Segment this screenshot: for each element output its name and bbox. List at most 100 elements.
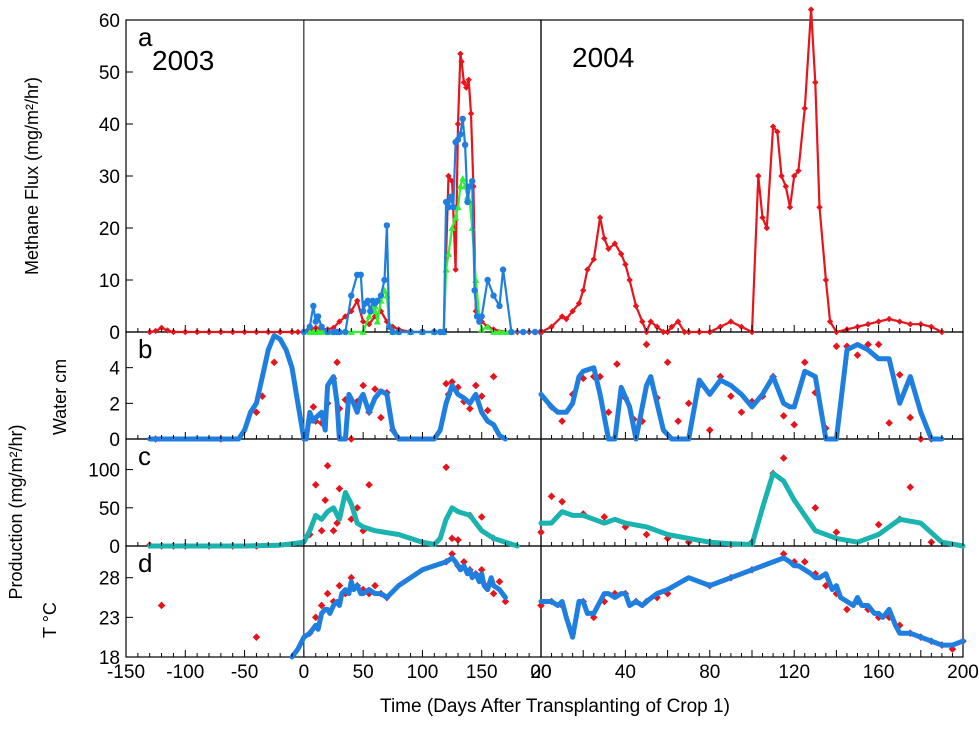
panel-a-2003-red-point bbox=[294, 328, 302, 336]
panel-d-ytick-label: 23 bbox=[99, 608, 120, 629]
panel-a-2003-blue-point bbox=[348, 292, 355, 299]
panel-d-2003-red-point bbox=[317, 601, 326, 610]
panel-b-2004-red-point bbox=[604, 408, 613, 417]
panel-b-2003-red-point bbox=[483, 406, 492, 415]
panel-a-2003-blue-point bbox=[374, 297, 381, 304]
panel-a-2003-blue-point bbox=[450, 204, 457, 211]
panel-a-2003-blue-point bbox=[473, 313, 481, 320]
panel-a-2004-red-point bbox=[826, 318, 834, 325]
panel-d-2003-red-point bbox=[477, 565, 486, 574]
panel-a-2004-red-point bbox=[786, 204, 794, 211]
panel-b-2004-red-point bbox=[558, 417, 566, 425]
panel-b-ytick-label: 4 bbox=[109, 359, 120, 380]
panel-a-2003-blue-point bbox=[442, 198, 450, 206]
panel-c-letter: c bbox=[138, 441, 151, 471]
panel-a-2003-blue-point bbox=[314, 313, 322, 320]
xtick-label-2003: 50 bbox=[353, 662, 374, 683]
panel-b-2004-red-point bbox=[885, 419, 893, 427]
panel-a-2003-blue-point bbox=[310, 302, 317, 310]
xtick-label-2003: 150 bbox=[466, 662, 498, 683]
panel-a-2004-red-point bbox=[639, 318, 646, 325]
panel-c-2003-red-point bbox=[333, 519, 341, 527]
panel-d-2004-red-point bbox=[779, 550, 788, 558]
panel-a-2003-green-point bbox=[444, 250, 453, 257]
panel-b-2003-red-point bbox=[377, 413, 385, 422]
panel-a-2003-blue-point bbox=[469, 178, 476, 185]
panel-a-2004-red-point bbox=[801, 105, 808, 112]
panel-c-2004-red-point bbox=[906, 483, 915, 491]
panel-a-2003-blue-point bbox=[359, 308, 367, 315]
panel-a-2004-red-point bbox=[795, 167, 802, 174]
panel-d-2004-blue-line bbox=[538, 555, 966, 648]
panel-b-2003-red-point bbox=[489, 372, 498, 381]
panel-a-2003-red-point bbox=[336, 318, 343, 325]
panel-b-2004-red-point bbox=[663, 358, 672, 367]
panel-a-2004-red-point bbox=[822, 276, 830, 284]
panel-a-2003-blue-point bbox=[531, 328, 539, 336]
panel-a-2004-red-point bbox=[605, 245, 612, 252]
panel-a-2004-red-point bbox=[816, 204, 823, 211]
panel-d-2003-red-point bbox=[311, 613, 320, 622]
panel-a-2003-blue-point bbox=[357, 271, 364, 278]
panel-b-ytick-label: 0 bbox=[109, 430, 120, 451]
panel-c-2003-red-point bbox=[335, 484, 344, 493]
panel-c-2004-red-point bbox=[558, 497, 566, 506]
panel-b-2004-red-point bbox=[832, 342, 841, 351]
panel-a-2003-green-point bbox=[365, 312, 373, 320]
panel-a-ylabel: Methane Flux (mg/m²/hr) bbox=[22, 77, 42, 275]
xtick-label-2004: 160 bbox=[863, 662, 895, 683]
panel-c-2003-red-point bbox=[323, 461, 332, 470]
panel-a-2003-green-point bbox=[484, 323, 492, 330]
panel-a-2003-green-point bbox=[442, 266, 450, 273]
panel-a-2003-blue-point bbox=[499, 266, 507, 273]
panel-a-2004-red-point bbox=[668, 323, 676, 330]
panel-c-2004-red-point bbox=[811, 503, 820, 512]
panel-a-2003-blue-point bbox=[484, 276, 491, 284]
panel-a-ytick-label: 10 bbox=[99, 271, 120, 292]
panel-b-2003-red-point bbox=[309, 403, 318, 411]
panel-a-2003-blue-point bbox=[386, 323, 393, 330]
panel-a-2003-red-point bbox=[458, 58, 465, 65]
panel-c-2003-red-point bbox=[317, 526, 326, 535]
panel-a-2004-red-point bbox=[660, 328, 667, 336]
panel-b-2003-red-point bbox=[359, 381, 367, 390]
panel-b-2004-red-point bbox=[800, 358, 809, 367]
panel-d-ytick-label: 28 bbox=[99, 569, 120, 590]
panel-b-2003-red-point bbox=[333, 358, 341, 367]
panel-a-2003-red-point bbox=[164, 327, 171, 334]
panel-a-2003-blue-point bbox=[471, 287, 478, 294]
panel-a-2004-red-point bbox=[622, 261, 629, 268]
panel-a-2004-red-point bbox=[584, 266, 591, 273]
panel-a-2003-blue-point bbox=[478, 313, 485, 320]
panel-a-2003-blue-point bbox=[440, 328, 447, 336]
panel-c-2004-red-point bbox=[874, 520, 883, 529]
panel-a-2003-blue-point bbox=[466, 183, 474, 190]
panel-d-2003-red-point bbox=[157, 601, 166, 610]
panel-a-2004-red-point bbox=[727, 318, 735, 325]
panel-a-2004-red-point bbox=[563, 315, 570, 323]
panel-b-2004-red-point bbox=[727, 392, 735, 400]
panel-a-2004-red-point bbox=[580, 287, 587, 294]
panel-b-2004-red-point bbox=[790, 420, 798, 429]
panel-a-2003-red-point bbox=[463, 84, 470, 91]
xtick-label-2004: 00 bbox=[530, 662, 551, 683]
panel-a-2003-red-point bbox=[454, 120, 462, 128]
panel-a-2003-blue-point bbox=[342, 328, 349, 336]
panel-a-2003-green-point bbox=[459, 175, 467, 182]
panel-a-2004-red-point bbox=[611, 240, 619, 247]
panel-d-2003-red-point bbox=[489, 589, 498, 598]
panel-a-2003-green-point bbox=[454, 203, 462, 211]
panel-a-2003-red-point bbox=[465, 76, 472, 83]
panel-a-2004-red-point bbox=[653, 323, 661, 330]
panel-c-2004-red-point bbox=[642, 530, 651, 539]
panel-b-2004-red-point bbox=[906, 413, 915, 422]
xtick-label-2004: 120 bbox=[778, 662, 810, 683]
panel-a-2003-red-point bbox=[312, 324, 319, 332]
panel-frames bbox=[125, 19, 964, 658]
panel-a-2004-red-point bbox=[755, 172, 762, 180]
panel-d-2004-red-point bbox=[843, 605, 851, 614]
year-label-2003: 2003 bbox=[152, 45, 214, 76]
panel-b-2003-red-point bbox=[442, 379, 450, 388]
panel-b-2004-red-point bbox=[706, 426, 714, 434]
panel-a-2004-red-point bbox=[717, 323, 724, 330]
